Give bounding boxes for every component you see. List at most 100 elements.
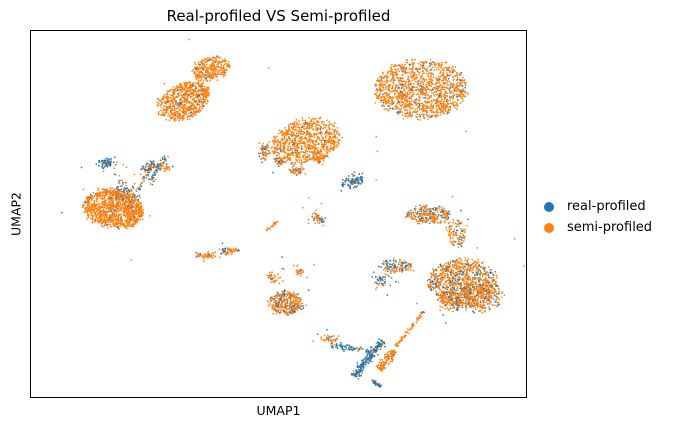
- scatter-point: [83, 201, 86, 203]
- scatter-point: [100, 191, 102, 194]
- scatter-point: [177, 110, 179, 113]
- scatter-point: [419, 91, 422, 93]
- scatter-point: [435, 78, 438, 81]
- scatter-point: [420, 76, 423, 79]
- scatter-point: [406, 94, 408, 97]
- scatter-point: [287, 123, 290, 126]
- scatter-point: [209, 58, 211, 61]
- scatter-point: [386, 260, 389, 263]
- scatter-point: [160, 106, 163, 109]
- scatter-point: [103, 225, 105, 228]
- scatter-point: [278, 129, 281, 132]
- scatter-point: [183, 103, 186, 106]
- scatter-point: [203, 75, 205, 78]
- scatter-point: [223, 58, 226, 60]
- scatter-point: [390, 99, 393, 101]
- scatter-point: [295, 129, 298, 132]
- scatter-point: [106, 197, 109, 200]
- scatter-point: [302, 131, 305, 133]
- scatter-point: [93, 207, 96, 210]
- scatter-point: [200, 78, 203, 81]
- scatter-point: [281, 256, 283, 258]
- scatter-point: [440, 65, 443, 67]
- scatter-point: [398, 93, 400, 95]
- scatter-point: [104, 199, 106, 202]
- scatter-point: [104, 192, 107, 195]
- scatter-point: [335, 343, 338, 345]
- scatter-point: [174, 89, 176, 91]
- scatter-point: [283, 149, 285, 152]
- scatter-point: [225, 65, 228, 68]
- scatter-point: [447, 106, 449, 108]
- scatter-point: [166, 93, 168, 95]
- scatter-point: [444, 66, 447, 69]
- scatter-point: [454, 106, 456, 109]
- scatter-point: [306, 140, 309, 143]
- scatter-point: [190, 109, 192, 112]
- scatter-point: [388, 275, 390, 278]
- scatter-point: [131, 206, 134, 209]
- scatter-point: [162, 161, 165, 164]
- scatter-point: [306, 127, 309, 130]
- scatter-point: [296, 146, 299, 149]
- scatter-point: [335, 141, 337, 144]
- scatter-point: [387, 75, 389, 78]
- scatter-point: [294, 137, 297, 140]
- scatter-point: [299, 123, 302, 126]
- scatter-point: [456, 82, 459, 84]
- scatter-point: [109, 202, 112, 204]
- scatter-point: [397, 79, 399, 82]
- scatter-point: [261, 149, 264, 152]
- scatter-point: [96, 196, 98, 199]
- scatter-point: [298, 153, 301, 156]
- scatter-point: [377, 88, 380, 91]
- scatter-point: [203, 85, 206, 88]
- scatter-point: [399, 108, 401, 111]
- scatter-point: [111, 196, 113, 199]
- scatter-point: [107, 206, 109, 208]
- scatter-point: [199, 109, 202, 112]
- scatter-point: [393, 93, 396, 96]
- scatter-point: [101, 166, 103, 168]
- scatter-point: [432, 76, 435, 79]
- scatter-point: [326, 132, 328, 135]
- scatter-point: [183, 88, 185, 91]
- scatter-point: [119, 225, 121, 227]
- scatter-point: [91, 209, 94, 211]
- scatter-point: [447, 77, 450, 80]
- scatter-point: [439, 211, 442, 213]
- scatter-point: [421, 67, 424, 70]
- scatter-point: [442, 314, 444, 316]
- scatter-point: [458, 238, 461, 241]
- scatter-point: [324, 126, 327, 129]
- scatter-point: [402, 101, 405, 104]
- scatter-point: [293, 145, 295, 147]
- scatter-point: [358, 373, 361, 376]
- scatter-point: [203, 68, 205, 71]
- scatter-point: [380, 79, 383, 82]
- scatter-point: [102, 214, 105, 216]
- scatter-point: [112, 200, 115, 202]
- scatter-point: [381, 89, 384, 92]
- scatter-point: [431, 61, 433, 63]
- scatter-point: [205, 102, 208, 105]
- scatter-point: [315, 140, 318, 143]
- scatter-point: [299, 140, 302, 142]
- scatter-point: [331, 335, 333, 338]
- scatter-point: [447, 99, 449, 102]
- scatter-point: [428, 101, 431, 103]
- scatter-point: [387, 72, 389, 74]
- scatter-point: [379, 276, 382, 279]
- scatter-point: [434, 87, 436, 89]
- scatter-point: [389, 73, 392, 76]
- scatter-point: [98, 164, 100, 167]
- scatter-point: [129, 225, 131, 227]
- scatter-point: [131, 213, 134, 215]
- scatter-point: [452, 82, 455, 85]
- scatter-point: [124, 194, 127, 196]
- scatter-point: [300, 151, 302, 153]
- scatter-point: [311, 147, 314, 150]
- scatter-point: [148, 171, 151, 174]
- scatter-point: [340, 341, 342, 344]
- scatter-point: [390, 66, 392, 68]
